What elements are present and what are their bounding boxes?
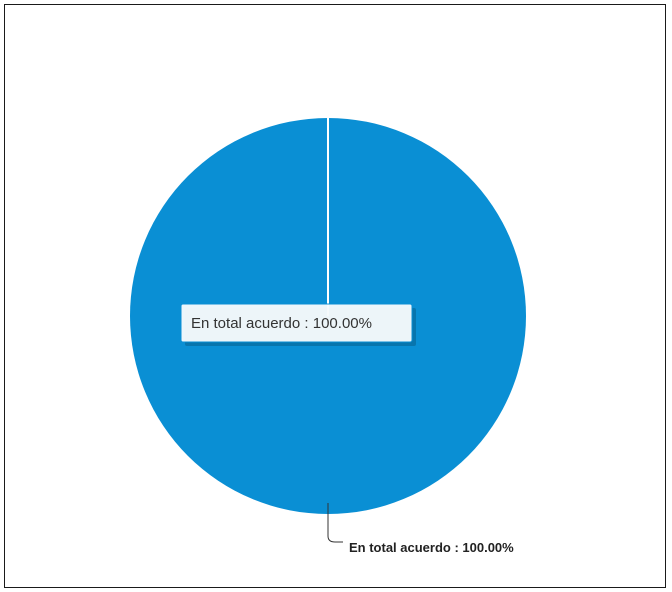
tooltip: En total acuerdo : 100.00%: [180, 303, 416, 346]
data-label-en-total-acuerdo: En total acuerdo : 100.00%: [349, 540, 514, 555]
data-label-connector: [327, 503, 343, 543]
tooltip-text: En total acuerdo : 100.00%: [191, 315, 372, 332]
tooltip-box: [180, 303, 413, 343]
